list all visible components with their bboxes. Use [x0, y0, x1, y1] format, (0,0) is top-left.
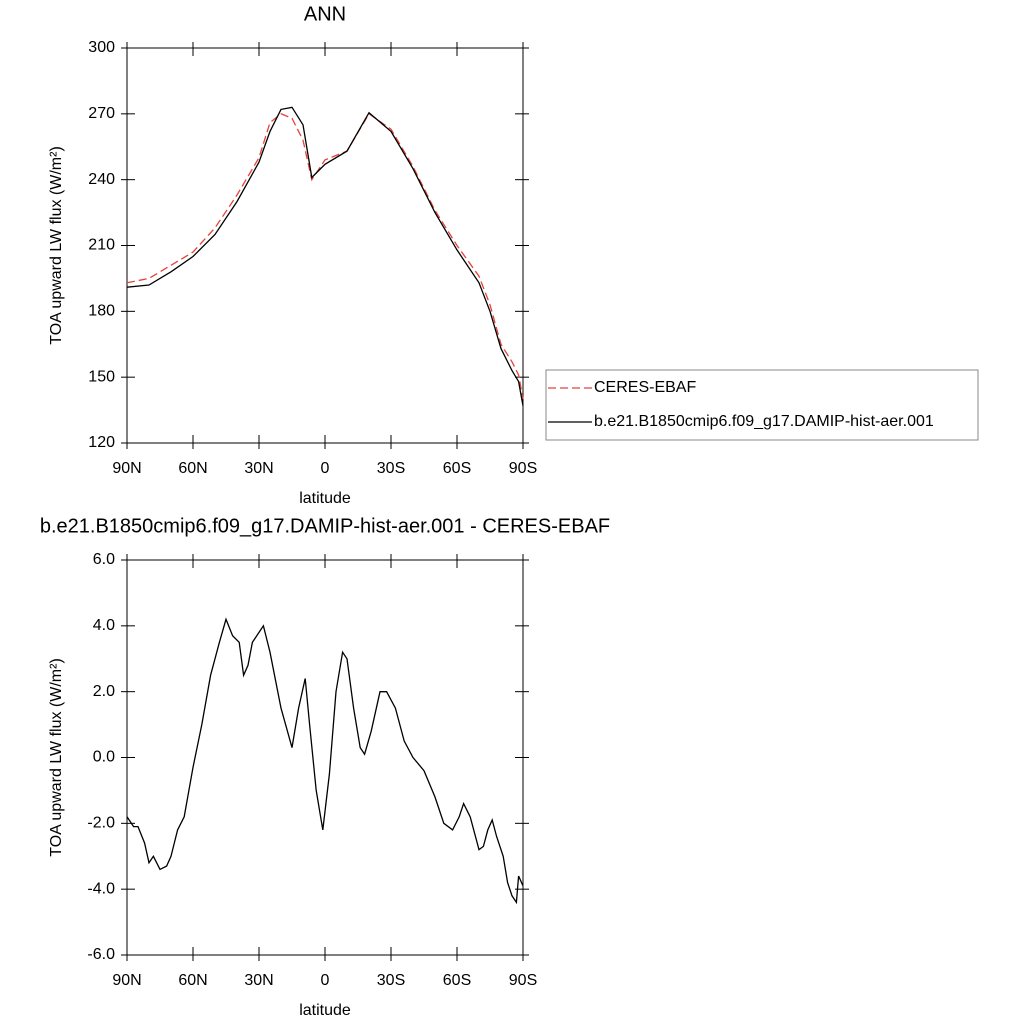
x-tick-label: 90N: [112, 972, 141, 989]
series-line: [126, 106, 524, 406]
y-tick-label: 270: [88, 105, 115, 122]
chart-title: b.e21.B1850cmip6.f09_g17.DAMIP-hist-aer.…: [40, 515, 610, 537]
x-tick-label: 30S: [377, 460, 405, 477]
series-line: [126, 112, 524, 400]
x-tick-label: 60S: [443, 460, 471, 477]
plot-frame: [126, 47, 524, 444]
x-tick-label: 30S: [377, 972, 405, 989]
y-tick-label: 0.0: [93, 749, 115, 766]
x-tick-label: 90S: [509, 972, 537, 989]
legend-label: CERES-EBAF: [594, 379, 696, 396]
x-axis-label: latitude: [299, 1002, 351, 1019]
x-tick-label: 60N: [178, 972, 207, 989]
x-tick-label: 60S: [443, 972, 471, 989]
y-tick-label: -6.0: [87, 946, 115, 963]
plot-frame: [126, 559, 524, 956]
y-axis-label: TOA upward LW flux (W/m²): [48, 146, 65, 345]
y-tick-label: 6.0: [93, 551, 115, 568]
x-tick-label: 90S: [509, 460, 537, 477]
x-axis-label: latitude: [299, 490, 351, 507]
x-tick-label: 60N: [178, 460, 207, 477]
x-tick-label: 0: [321, 460, 330, 477]
y-tick-label: 240: [88, 171, 115, 188]
y-tick-label: 180: [88, 303, 115, 320]
legend-box: [545, 369, 979, 441]
y-tick-label: 120: [88, 434, 115, 451]
y-tick-label: 150: [88, 368, 115, 385]
y-tick-label: -4.0: [87, 880, 115, 897]
x-tick-label: 90N: [112, 460, 141, 477]
series-line: [126, 617, 524, 905]
x-tick-label: 30N: [244, 972, 273, 989]
legend-label: b.e21.B1850cmip6.f09_g17.DAMIP-hist-aer.…: [594, 413, 934, 430]
y-tick-label: 300: [88, 39, 115, 56]
y-axis-label: TOA upward LW flux (W/m²): [48, 658, 65, 857]
x-tick-label: 30N: [244, 460, 273, 477]
y-tick-label: 4.0: [93, 617, 115, 634]
chart-title: ANN: [304, 3, 346, 25]
y-tick-label: 210: [88, 237, 115, 254]
x-tick-label: 0: [321, 972, 330, 989]
y-tick-label: -2.0: [87, 815, 115, 832]
y-tick-label: 2.0: [93, 683, 115, 700]
